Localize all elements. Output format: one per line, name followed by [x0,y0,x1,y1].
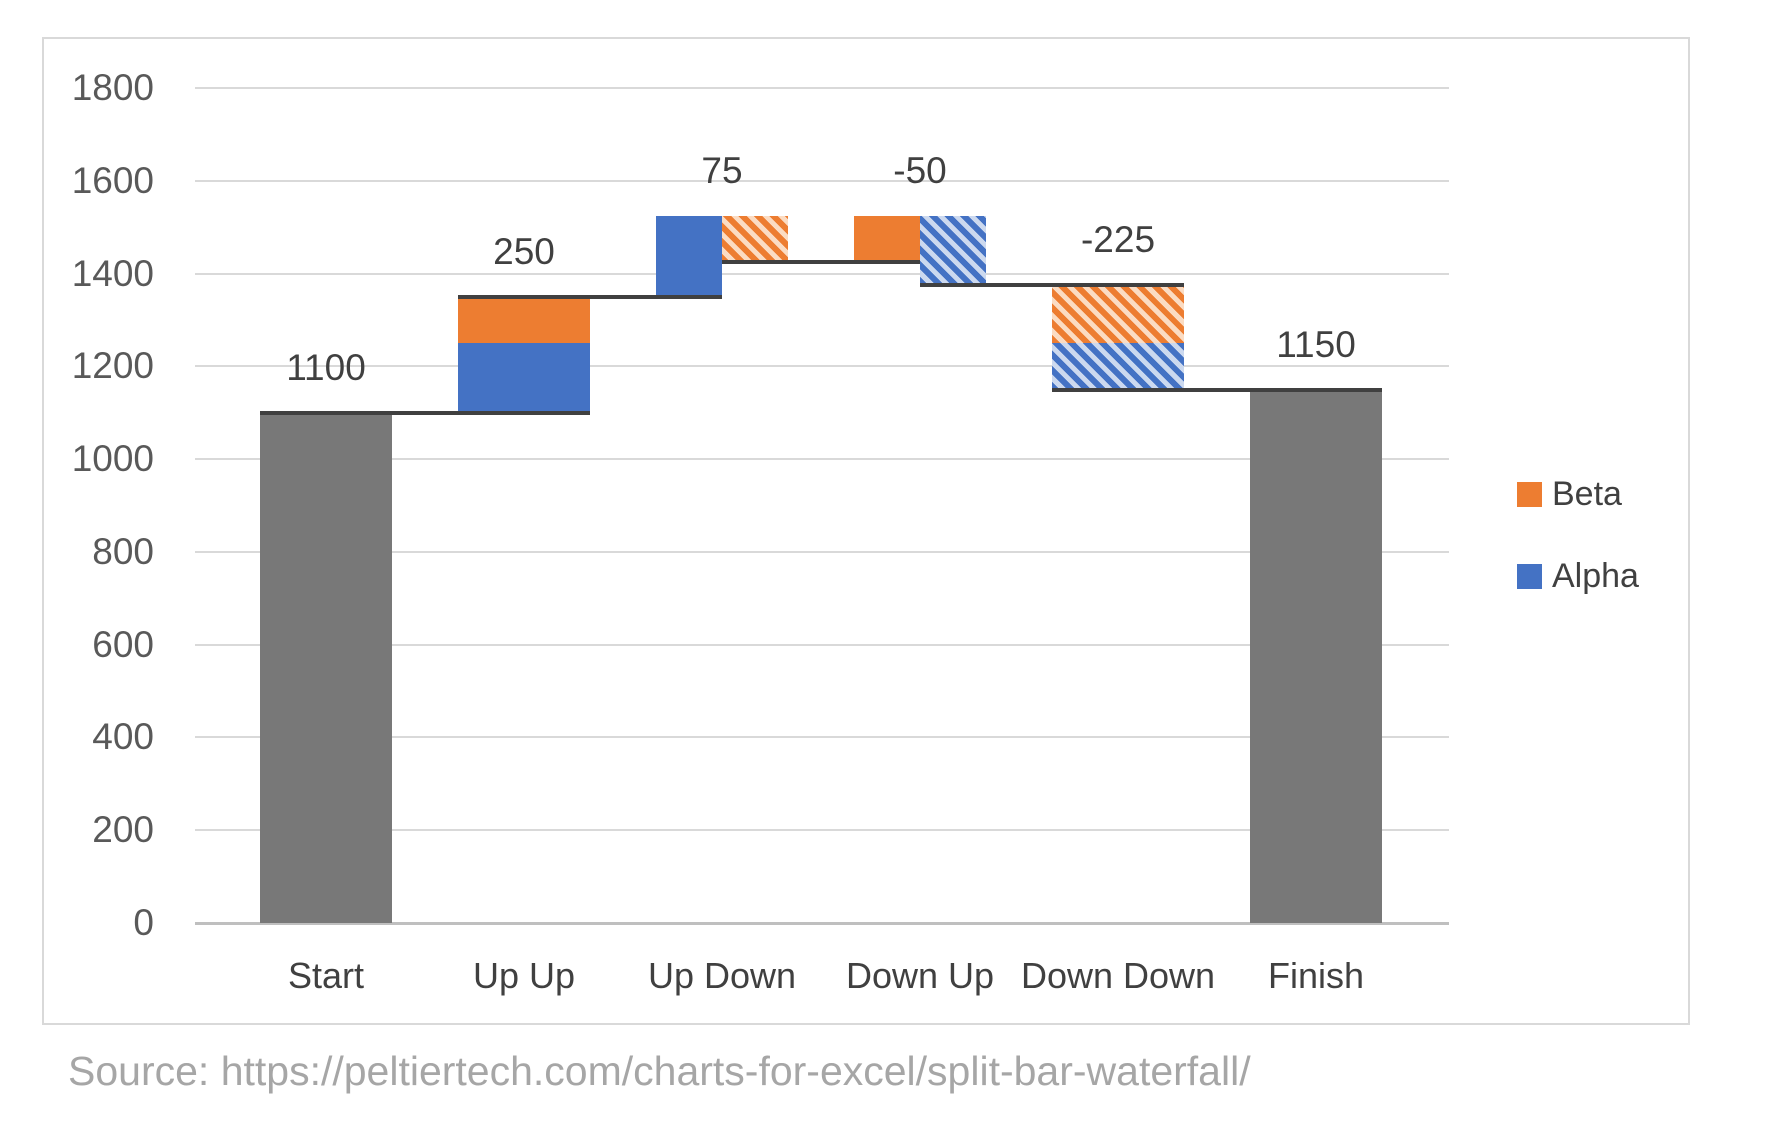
legend-label-alpha: Alpha [1552,557,1639,595]
x-axis-line [195,922,1449,925]
gridline-1400 [195,272,1449,275]
category-label-1: Up Up [472,955,576,996]
gridline-600 [195,643,1449,646]
bar-finish-total [1250,389,1382,923]
category-label-4: Down Down [1020,955,1216,996]
bar-up-up-alpha [458,343,590,413]
bar-down-up-beta [854,215,920,262]
data-label-3: -50 [893,149,947,191]
source-caption: Source: https://peltiertech.com/charts-f… [68,1048,1251,1094]
category-label-2: Up Down [647,955,797,996]
bar-down-down-alpha [1052,343,1184,390]
category-label-0: Start [287,955,365,996]
gridline-1600 [195,179,1449,182]
data-label-0: 1100 [286,346,366,388]
bar-down-down-beta [1052,285,1184,344]
waterfall-chart-frame: Beta Alpha 0 200 400 600 800 1000 1200 1400 1600… [42,37,1690,1025]
legend-item-beta: Beta [1517,475,1622,514]
data-label-2: 75 [701,149,743,191]
connector-1100 [260,410,590,415]
gridline-1800 [195,87,1449,89]
gridline-200 [195,829,1449,832]
y-tick-800: 800 [92,530,154,572]
data-label-1: 250 [493,230,555,272]
gridline-400 [195,736,1449,739]
bar-down-up-alpha [920,215,986,286]
y-tick-1200: 1200 [71,345,154,387]
gridline-1000 [195,458,1449,461]
category-label-5: Finish [1267,955,1365,996]
gridline-800 [195,550,1449,553]
y-tick-1800: 1800 [71,67,154,108]
y-tick-600: 600 [92,623,154,665]
legend-swatch-alpha-icon [1517,564,1542,589]
bar-start-total [260,412,392,923]
connector-1150 [1052,387,1382,392]
y-tick-200: 200 [92,809,154,851]
data-label-5: 1150 [1276,323,1356,365]
y-tick-0: 0 [133,902,154,943]
bar-up-up-beta [458,296,590,344]
y-tick-400: 400 [92,716,154,758]
connector-1375 [920,283,1184,288]
bar-up-down-beta [722,215,788,262]
category-label-3: Down Up [845,955,995,996]
connector-1350 [458,294,722,299]
data-label-4: -225 [1080,219,1156,261]
y-tick-1000: 1000 [71,438,154,480]
y-tick-1400: 1400 [71,252,154,294]
legend-swatch-beta-icon [1517,482,1542,507]
legend-label-beta: Beta [1552,475,1622,513]
connector-1425 [722,259,920,264]
bar-up-down-alpha [656,215,722,297]
legend-item-alpha: Alpha [1517,557,1639,596]
gridline-1200 [195,365,1449,368]
y-tick-1600: 1600 [71,159,154,201]
